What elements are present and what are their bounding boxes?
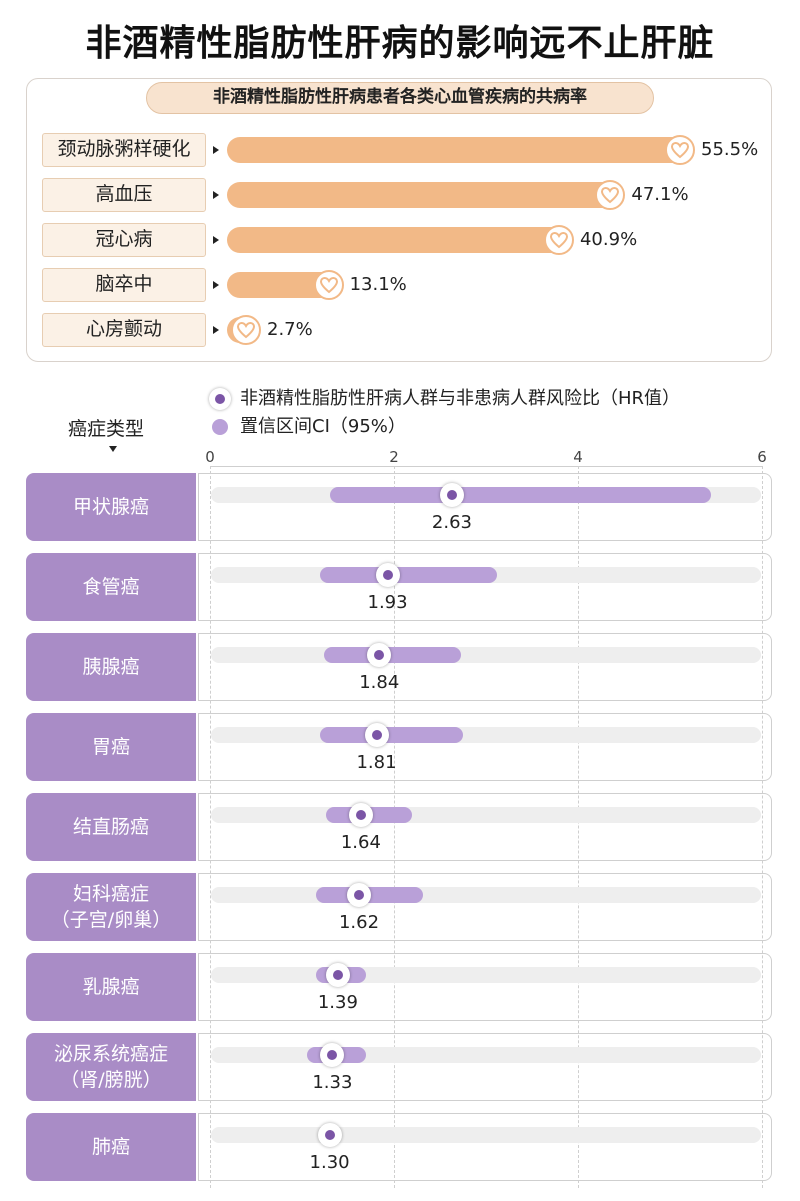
cancer-type-label: 乳腺癌 — [26, 953, 196, 1021]
cancer-row-track — [211, 727, 761, 743]
hr-value-label: 1.33 — [312, 1072, 353, 1093]
hr-value-label: 1.39 — [317, 992, 358, 1013]
cardio-category-label: 心房颤动 — [42, 313, 206, 347]
cancer-row-panel — [198, 873, 772, 941]
cancer-row-panel — [198, 1033, 772, 1101]
cardio-category-label: 脑卒中 — [42, 268, 206, 302]
gridline — [578, 466, 579, 1188]
chevron-down-icon — [109, 446, 117, 452]
hr-value-label: 1.81 — [356, 752, 397, 773]
ci-bar — [320, 727, 463, 743]
cancer-type-label: 食管癌 — [26, 553, 196, 621]
gridline — [210, 466, 211, 1188]
caret-right-icon — [213, 191, 219, 199]
axis-tick-label: 0 — [205, 448, 215, 466]
cancer-row-track — [211, 1047, 761, 1063]
hr-point-marker — [439, 483, 464, 507]
cancer-row-track — [211, 1127, 761, 1143]
ci-bar — [324, 647, 462, 663]
hr-point-marker — [375, 563, 400, 587]
cardio-category-label: 冠心病 — [42, 223, 206, 257]
cancer-type-label: 结直肠癌 — [26, 793, 196, 861]
cancer-row-panel — [198, 1113, 772, 1181]
cardio-bar — [227, 227, 566, 253]
heart-icon — [231, 315, 261, 345]
axis-tick-label: 6 — [757, 448, 767, 466]
cardio-bar — [227, 182, 618, 208]
cancer-row-panel — [198, 793, 772, 861]
hr-point-marker — [348, 803, 373, 827]
cardio-category-label: 颈动脉粥样硬化 — [42, 133, 206, 167]
cardio-value-label: 47.1% — [631, 184, 689, 205]
legend-ci-dot-icon — [212, 419, 228, 435]
cardio-value-label: 55.5% — [701, 139, 759, 160]
hr-point-marker — [325, 963, 350, 987]
axis-tick-label: 4 — [573, 448, 583, 466]
ci-bar — [329, 487, 712, 503]
legend-hr-marker-icon — [209, 388, 231, 410]
hr-value-label: 1.84 — [359, 672, 400, 693]
caret-right-icon — [213, 146, 219, 154]
hr-point-marker — [364, 723, 389, 747]
cancer-row-panel — [198, 473, 772, 541]
hr-value-label: 1.64 — [340, 832, 381, 853]
axis-line — [210, 466, 762, 467]
page-title: 非酒精性脂肪性肝病的影响远不止肝脏 — [85, 23, 715, 64]
cancer-type-label: 胰腺癌 — [26, 633, 196, 701]
hr-point-marker — [320, 1043, 345, 1067]
cardio-value-label: 40.9% — [579, 229, 638, 250]
cancer-row-track — [211, 807, 761, 823]
cancer-row-track — [211, 967, 761, 983]
legend-ci-label: 置信区间CI（95%） — [240, 416, 406, 437]
heart-icon — [543, 225, 574, 255]
cancer-row-panel — [198, 953, 772, 1021]
cancer-type-heading: 癌症类型 — [68, 418, 145, 440]
cardio-bar — [227, 137, 687, 163]
caret-right-icon — [213, 326, 219, 334]
gridline — [394, 466, 395, 1188]
hr-value-label: 1.93 — [367, 592, 408, 613]
cancer-row-panel — [198, 553, 772, 621]
cancer-type-label: 胃癌 — [26, 713, 196, 781]
heart-icon — [665, 135, 695, 165]
hr-point-marker — [347, 883, 372, 907]
heart-icon — [595, 180, 626, 210]
hr-value-label: 2.63 — [431, 512, 472, 533]
cancer-type-label: 甲状腺癌 — [26, 473, 196, 541]
cardio-category-label: 高血压 — [42, 178, 206, 212]
cardio-subtitle: 非酒精性脂肪性肝病患者各类心血管疾病的共病率 — [146, 82, 654, 114]
cancer-row-track — [211, 887, 761, 903]
heart-icon — [313, 270, 344, 300]
cardio-value-label: 13.1% — [349, 274, 407, 295]
hr-point-marker — [367, 643, 392, 667]
caret-right-icon — [213, 281, 219, 289]
cancer-type-label: 肺癌 — [26, 1113, 196, 1181]
cancer-type-label: 泌尿系统癌症 （肾/膀胱） — [26, 1033, 196, 1101]
caret-right-icon — [213, 236, 219, 244]
gridline — [762, 466, 763, 1188]
axis-tick-label: 2 — [389, 448, 399, 466]
hr-point-marker — [317, 1123, 342, 1147]
cardio-value-label: 2.7% — [267, 319, 313, 340]
cancer-row-panel — [198, 633, 772, 701]
legend-hr-label: 非酒精性脂肪性肝病人群与非患病人群风险比（HR值） — [240, 388, 681, 409]
hr-value-label: 1.30 — [309, 1152, 350, 1173]
ci-bar — [320, 567, 498, 583]
cancer-row-track — [211, 647, 761, 663]
cancer-type-label: 妇科癌症 （子宫/卵巢） — [26, 873, 196, 941]
cancer-row-panel — [198, 713, 772, 781]
hr-value-label: 1.62 — [338, 912, 380, 933]
